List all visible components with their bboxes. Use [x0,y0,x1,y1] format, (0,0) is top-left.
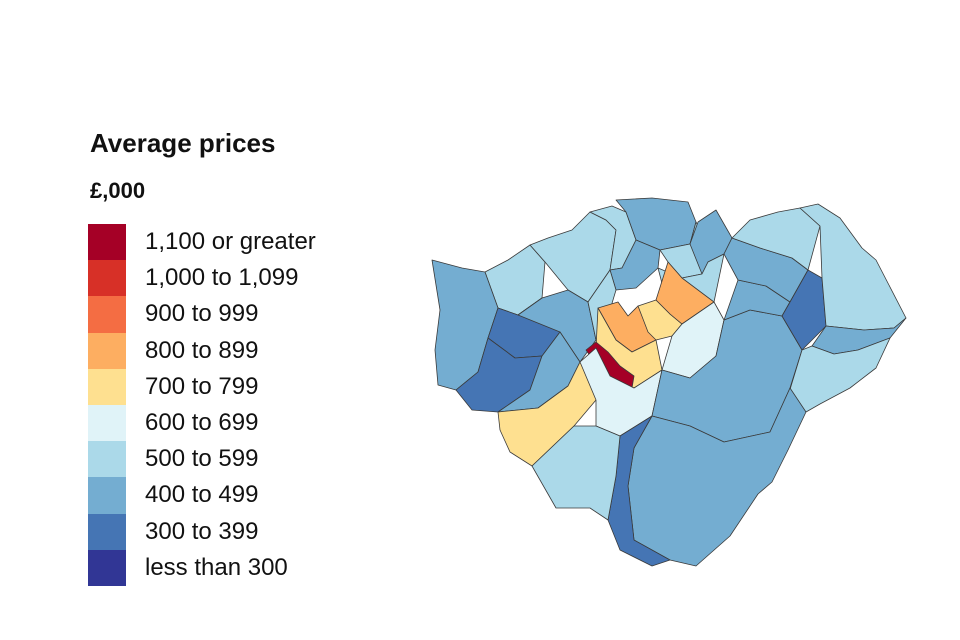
borough-region [609,239,661,291]
legend-label: less than 300 [145,553,288,581]
legend-unit: £,000 [90,178,146,203]
legend-swatch [88,477,126,514]
legend-label: 1,100 or greater [145,228,316,256]
legend-label: 700 to 799 [145,372,259,400]
legend-swatch [88,296,126,333]
legend-item-1100-or-greater: 1,100 or greater [88,224,316,261]
legend-item-600-to-699: 600 to 699 [88,404,316,442]
legend-label: 1,000 to 1,099 [145,264,299,292]
legend-label: 600 to 699 [145,409,259,437]
legend-item-400-to-499: 400 to 499 [88,477,316,514]
legend-title: Average prices [90,128,276,158]
legend-item-1000-to-1099: 1,000 to 1,099 [88,260,316,297]
legend-item-300-to-399: 300 to 399 [88,513,316,550]
legend-label: 900 to 999 [145,300,259,328]
borough-region [587,269,617,341]
london-borough-map [431,197,907,567]
legend-swatch [88,404,126,442]
legend-item-700-to-799: 700 to 799 [88,368,316,405]
legend-swatch [88,441,126,478]
legend-item-800-to-899: 800 to 899 [88,332,316,369]
legend-swatch [88,224,126,261]
legend-swatch [88,260,126,297]
legend-label: 400 to 499 [145,481,259,509]
legend-label: 500 to 599 [145,445,259,473]
borough-region [531,425,621,521]
legend-item-900-to-999: 900 to 999 [88,296,316,333]
legend-swatch [88,332,126,369]
legend-label: 800 to 899 [145,336,259,364]
legend-label: 300 to 399 [145,517,259,545]
legend: 1,100 or greater 1,000 to 1,099 900 to 9… [88,224,316,586]
legend-swatch [88,513,126,550]
legend-item-less-than-300: less than 300 [88,549,316,586]
legend-swatch [88,368,126,405]
legend-item-500-to-599: 500 to 599 [88,441,316,478]
legend-swatch [88,549,126,586]
